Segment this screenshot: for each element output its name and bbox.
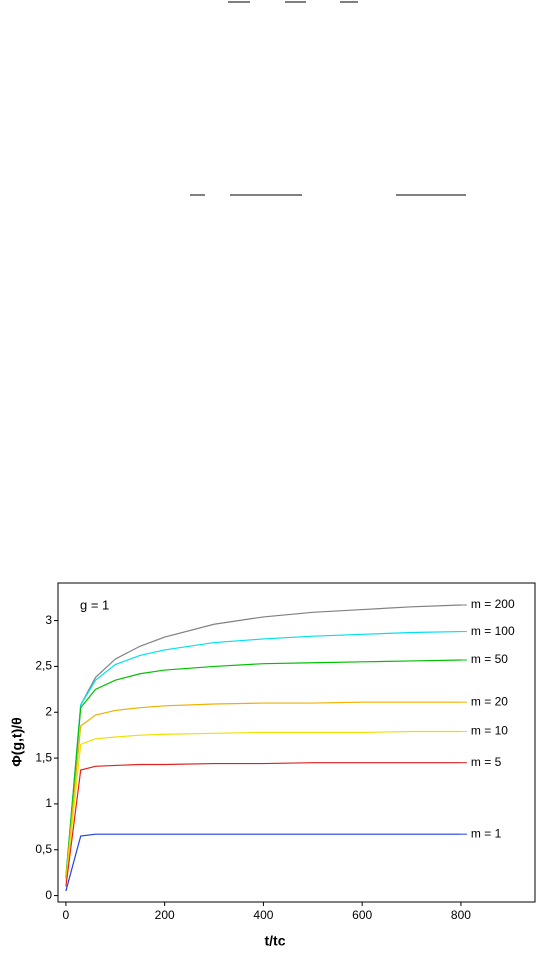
series-label: m = 20 — [471, 694, 508, 708]
series-line — [65, 762, 461, 887]
series-label: m = 200 — [471, 597, 515, 611]
series-label: m = 50 — [471, 652, 508, 666]
x-tick-label: 600 — [352, 908, 372, 922]
series-line — [65, 630, 461, 878]
y-tick-label: 2 — [45, 704, 52, 718]
x-tick-label: 800 — [451, 908, 471, 922]
series-label: m = 1 — [471, 826, 502, 840]
series-label: m = 100 — [471, 624, 515, 638]
plot-frame — [57, 582, 536, 903]
series-line — [65, 701, 461, 880]
y-tick-label: 2,5 — [35, 659, 52, 673]
y-axis-label: Φ(g,t)/θ — [9, 717, 25, 766]
x-axis-label: t/tc — [265, 933, 286, 949]
y-tick-label: 0 — [45, 888, 52, 902]
series-line — [65, 730, 461, 882]
series-line — [65, 604, 461, 878]
y-tick-label: 1 — [45, 796, 52, 810]
y-tick-label: 1,5 — [35, 750, 52, 764]
annotation: g = 1 — [80, 597, 109, 612]
y-tick-label: 3 — [45, 613, 52, 627]
x-tick-label: 200 — [155, 908, 175, 922]
x-tick-label: 0 — [63, 908, 70, 922]
series-label: m = 5 — [471, 755, 502, 769]
series-label: m = 10 — [471, 724, 508, 738]
series-line — [65, 659, 461, 878]
x-tick-label: 400 — [253, 908, 273, 922]
document-fragments — [190, 1, 466, 196]
y-tick-label: 0,5 — [35, 842, 52, 856]
series-line — [65, 833, 461, 892]
